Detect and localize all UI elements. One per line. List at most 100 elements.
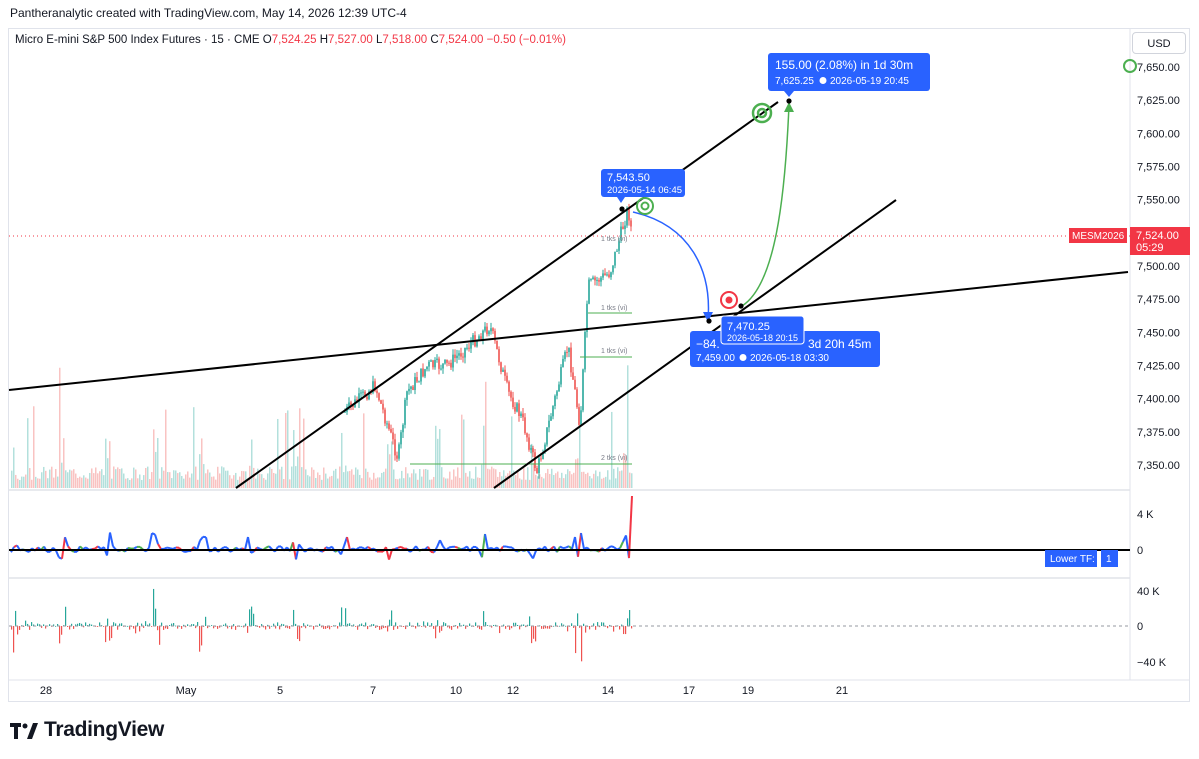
candle-body xyxy=(610,272,612,278)
volume-bar xyxy=(125,478,127,488)
tradingview-logo[interactable]: TradingView xyxy=(10,718,164,745)
volume-bar xyxy=(57,476,59,488)
vdelta-bar xyxy=(499,626,501,634)
tick-label: 2 tks (vi) xyxy=(601,455,627,462)
volume-bar xyxy=(427,469,429,488)
candle-body xyxy=(486,326,488,335)
candle-body xyxy=(612,265,614,273)
volume-bar xyxy=(485,381,487,488)
volume-bar xyxy=(437,438,439,488)
volume-bar xyxy=(351,469,353,488)
vdelta-bar xyxy=(463,624,465,626)
candle-body xyxy=(418,381,420,383)
vdelta-bar xyxy=(211,625,213,626)
delta-segment xyxy=(151,532,156,536)
delta-segment xyxy=(319,549,324,553)
currency-button[interactable]: USD xyxy=(1132,32,1186,54)
candle-body xyxy=(434,360,436,368)
vdelta-bar xyxy=(259,626,261,628)
volume-bar xyxy=(189,477,191,488)
volume-bar xyxy=(609,479,611,488)
volume-bar xyxy=(79,476,81,488)
delta-segment xyxy=(295,544,300,560)
delta-segment xyxy=(154,534,159,545)
candle-body xyxy=(606,274,608,276)
volume-bar xyxy=(85,477,87,488)
symbol-name[interactable]: Micro E-mini S&P 500 Index Futures · 15 … xyxy=(15,34,260,46)
candle-body xyxy=(530,448,532,450)
delta-segment xyxy=(565,545,570,549)
clock-icon xyxy=(739,354,747,361)
vdelta-bar xyxy=(281,623,283,626)
candle-body xyxy=(408,388,410,392)
volume-bar xyxy=(525,479,527,488)
time-tick-label: 12 xyxy=(507,685,519,697)
vdelta-bar xyxy=(241,625,243,627)
volume-bar xyxy=(385,468,387,488)
candle-body xyxy=(414,377,416,390)
volume-bar xyxy=(583,471,585,488)
vdelta-bar xyxy=(483,611,485,626)
vdelta-bar xyxy=(421,626,423,627)
volume-bar xyxy=(65,470,67,488)
down-projection-arrow xyxy=(632,211,710,321)
volume-bar xyxy=(55,469,57,488)
volume-bar xyxy=(223,467,225,488)
clock-icon xyxy=(819,77,827,84)
volume-bar xyxy=(325,473,327,488)
candle-body xyxy=(480,336,482,341)
candle-body xyxy=(392,432,394,440)
candle-body xyxy=(374,381,376,391)
time-tick-label: 7 xyxy=(370,685,376,697)
volume-bar xyxy=(581,471,583,488)
vdelta-bar xyxy=(81,623,83,626)
volume-bar xyxy=(35,476,37,488)
volume-bar xyxy=(441,467,443,488)
volume-bar xyxy=(573,472,575,488)
volume-bar xyxy=(13,447,15,488)
vdelta-bar xyxy=(243,626,245,628)
volume-bar xyxy=(495,469,497,488)
delta-segment xyxy=(166,546,171,550)
vdelta-bar xyxy=(313,626,315,630)
vdelta-bar xyxy=(45,626,47,629)
chart-canvas[interactable]: 1 tks (vi) 1 tks (vi) 1 tks (vi) 2 tks (… xyxy=(0,0,1199,705)
volume-bar xyxy=(379,477,381,488)
high-point-time: 2026-05-14 06:45 xyxy=(607,185,682,196)
vdelta-bar xyxy=(395,622,397,626)
vdelta-bar xyxy=(135,626,137,634)
target-anchor-dot xyxy=(786,98,792,104)
vdelta-bar xyxy=(219,626,221,628)
vdelta-bar xyxy=(431,623,433,626)
volume-bar xyxy=(137,478,139,488)
high-anchor-dot xyxy=(619,206,625,212)
candle-body xyxy=(462,356,464,358)
vdelta-bar xyxy=(277,622,279,626)
candle-body xyxy=(386,423,388,425)
vdelta-bar xyxy=(511,626,513,629)
vdelta-bar xyxy=(609,624,611,626)
vdelta-bar xyxy=(359,624,361,626)
volume-bar xyxy=(513,470,515,488)
volume-bar xyxy=(263,478,265,488)
volume-bar xyxy=(187,471,189,488)
volume-bar xyxy=(173,470,175,488)
vdelta-bar xyxy=(541,626,543,629)
volume-bar xyxy=(331,475,333,488)
volume-bar xyxy=(405,467,407,488)
drop-duration: 3d 20h 45m xyxy=(808,337,871,351)
delta-segment xyxy=(109,532,114,547)
vdelta-bar xyxy=(435,626,437,639)
vdelta-bar xyxy=(227,626,229,629)
volume-bar xyxy=(59,367,61,488)
volume-bar xyxy=(279,469,281,488)
candle-body xyxy=(492,328,494,331)
vdelta-bar xyxy=(405,626,407,630)
volume-bar xyxy=(615,478,617,488)
volume-delta-axis-ticks: 40 K 0 −40 K xyxy=(1137,586,1167,669)
volume-bar xyxy=(287,410,289,488)
volume-bar xyxy=(205,473,207,488)
time-tick-label: 21 xyxy=(836,685,848,697)
delta-segment xyxy=(97,545,102,550)
candle-body xyxy=(396,455,398,459)
